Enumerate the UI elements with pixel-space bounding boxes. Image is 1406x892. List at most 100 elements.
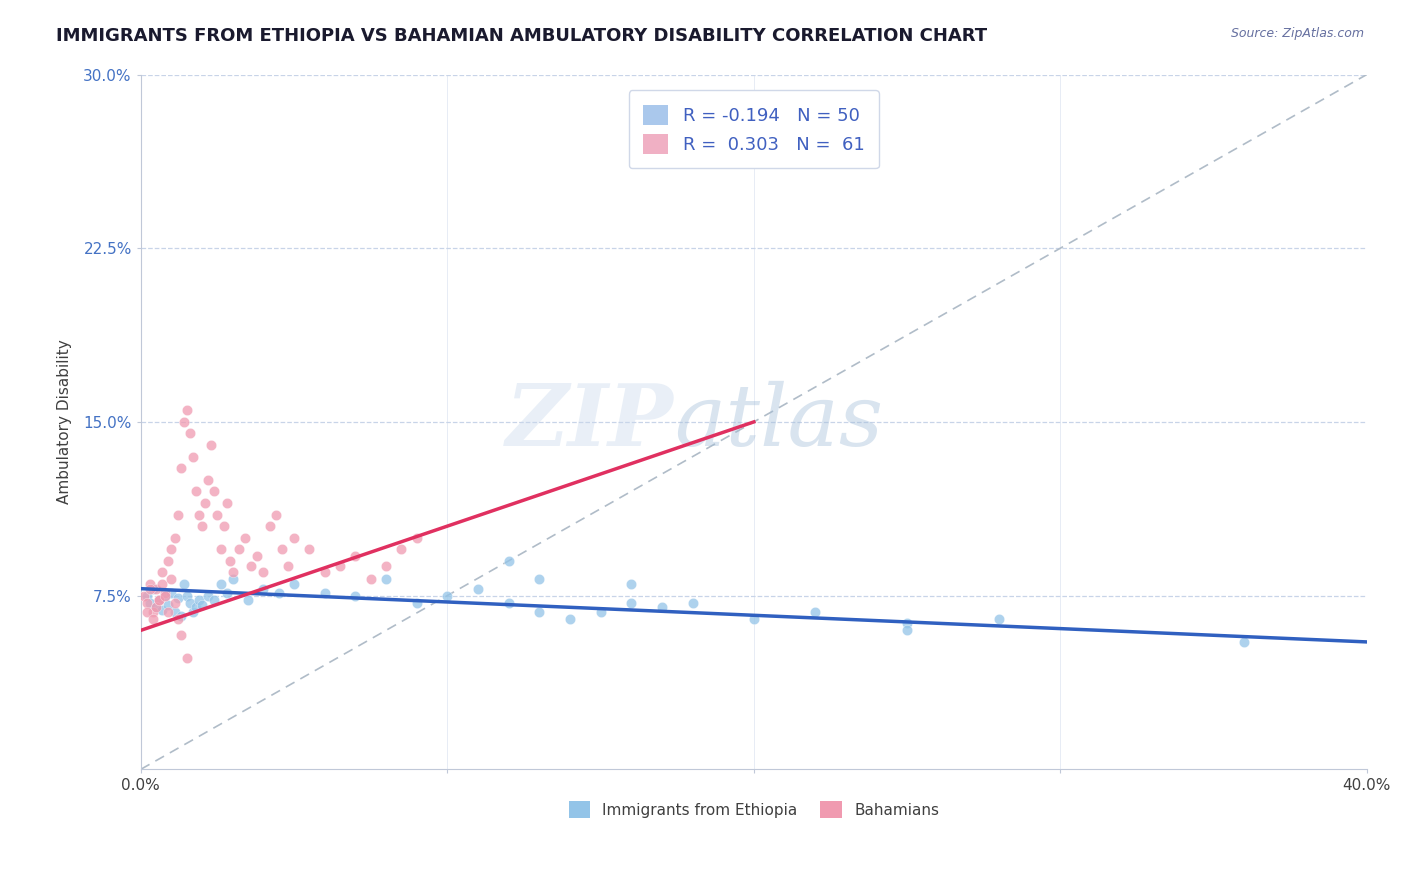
Point <box>188 593 211 607</box>
Point <box>233 531 256 545</box>
Point <box>191 598 214 612</box>
Point <box>160 542 183 557</box>
Point <box>136 596 159 610</box>
Point <box>267 586 290 600</box>
Point <box>314 566 336 580</box>
Point <box>197 473 219 487</box>
Point <box>389 542 412 557</box>
Point <box>179 596 201 610</box>
Point <box>157 605 180 619</box>
Point <box>529 573 551 587</box>
Point <box>157 554 180 568</box>
Point <box>651 600 673 615</box>
Point <box>181 450 204 464</box>
Point <box>277 558 299 573</box>
Text: atlas: atlas <box>673 381 883 463</box>
Point <box>436 589 458 603</box>
Point <box>246 549 269 564</box>
Y-axis label: Ambulatory Disability: Ambulatory Disability <box>58 340 72 504</box>
Point <box>142 582 165 596</box>
Point <box>405 531 427 545</box>
Point <box>173 577 195 591</box>
Point <box>166 508 188 522</box>
Point <box>136 589 159 603</box>
Point <box>298 542 321 557</box>
Point <box>529 605 551 619</box>
Point <box>405 596 427 610</box>
Point <box>163 531 186 545</box>
Point <box>191 519 214 533</box>
Point <box>558 612 581 626</box>
Point <box>209 577 232 591</box>
Point <box>150 602 173 616</box>
Point <box>620 577 643 591</box>
Point <box>160 586 183 600</box>
Point <box>155 586 177 600</box>
Point <box>498 554 520 568</box>
Point <box>212 519 235 533</box>
Point <box>209 542 232 557</box>
Point <box>150 566 173 580</box>
Point <box>270 542 292 557</box>
Point <box>202 593 225 607</box>
Point <box>222 566 245 580</box>
Point <box>252 582 274 596</box>
Point <box>896 616 918 631</box>
Point <box>148 593 170 607</box>
Point <box>150 577 173 591</box>
Point <box>155 589 177 603</box>
Point <box>215 586 238 600</box>
Point <box>160 573 183 587</box>
Point <box>589 605 612 619</box>
Point <box>207 508 229 522</box>
Point <box>169 461 191 475</box>
Point <box>804 605 827 619</box>
Point <box>742 612 765 626</box>
Point <box>155 589 177 603</box>
Point <box>136 605 159 619</box>
Point <box>218 554 240 568</box>
Point <box>252 566 274 580</box>
Point <box>166 591 188 605</box>
Point <box>283 577 305 591</box>
Point <box>228 542 250 557</box>
Text: Source: ZipAtlas.com: Source: ZipAtlas.com <box>1230 27 1364 40</box>
Point <box>194 496 217 510</box>
Point <box>682 596 704 610</box>
Point <box>283 531 305 545</box>
Point <box>184 484 207 499</box>
Point <box>166 612 188 626</box>
Point <box>145 600 167 615</box>
Point <box>163 605 186 619</box>
Text: ZIP: ZIP <box>506 380 673 464</box>
Point <box>620 596 643 610</box>
Point <box>1233 635 1256 649</box>
Point <box>197 589 219 603</box>
Point <box>176 403 198 417</box>
Point <box>148 593 170 607</box>
Point <box>181 605 204 619</box>
Point <box>184 600 207 615</box>
Point <box>264 508 287 522</box>
Text: IMMIGRANTS FROM ETHIOPIA VS BAHAMIAN AMBULATORY DISABILITY CORRELATION CHART: IMMIGRANTS FROM ETHIOPIA VS BAHAMIAN AMB… <box>56 27 987 45</box>
Point <box>988 612 1011 626</box>
Point <box>176 589 198 603</box>
Point <box>145 582 167 596</box>
Point <box>132 589 155 603</box>
Legend: Immigrants from Ethiopia, Bahamians: Immigrants from Ethiopia, Bahamians <box>562 796 945 824</box>
Point <box>142 605 165 619</box>
Point <box>202 484 225 499</box>
Point <box>200 438 222 452</box>
Point <box>236 593 259 607</box>
Point <box>163 596 186 610</box>
Point <box>139 596 162 610</box>
Point <box>139 577 162 591</box>
Point <box>375 573 398 587</box>
Point <box>314 586 336 600</box>
Point <box>222 573 245 587</box>
Point <box>173 415 195 429</box>
Point <box>142 612 165 626</box>
Point <box>259 519 281 533</box>
Point <box>467 582 489 596</box>
Point <box>169 628 191 642</box>
